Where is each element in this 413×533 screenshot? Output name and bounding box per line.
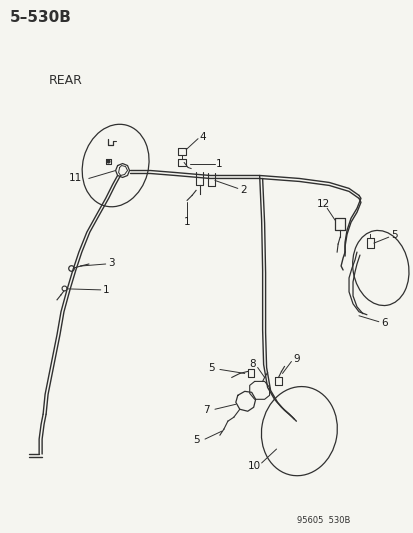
Text: 6: 6	[380, 318, 387, 328]
Text: 5–530B: 5–530B	[9, 10, 71, 25]
Text: 9: 9	[293, 353, 299, 364]
Text: REAR: REAR	[49, 75, 83, 87]
Text: 5: 5	[207, 364, 214, 374]
Text: 1: 1	[216, 158, 222, 168]
Text: 12: 12	[316, 199, 330, 209]
Text: 1: 1	[184, 217, 190, 227]
Text: 2: 2	[239, 185, 246, 196]
Text: 3: 3	[107, 258, 114, 268]
Text: 5: 5	[192, 435, 199, 445]
Text: 10: 10	[247, 461, 260, 471]
Text: 4: 4	[199, 132, 205, 142]
Text: 8: 8	[249, 359, 256, 369]
Text: 11: 11	[69, 173, 82, 183]
Text: 5: 5	[390, 230, 396, 240]
Text: 1: 1	[102, 285, 109, 295]
Text: 95605  530B: 95605 530B	[297, 516, 350, 525]
Text: 7: 7	[202, 405, 209, 415]
